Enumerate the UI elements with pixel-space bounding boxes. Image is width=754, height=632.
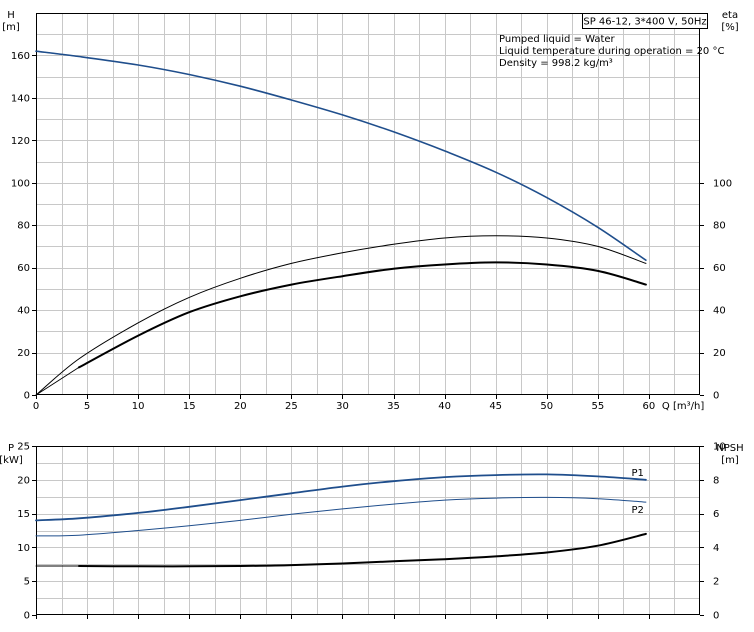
title-box	[582, 13, 708, 29]
x-tick-label: 10	[132, 401, 145, 412]
y-left-tick-label: 10	[17, 543, 30, 554]
y-left-tick-label: 120	[11, 136, 30, 147]
x-tick-label: 15	[183, 401, 196, 412]
x-tick-label: 20	[234, 401, 247, 412]
plot-frame	[36, 13, 700, 395]
plot-frame	[36, 446, 700, 615]
series-line-top-0	[35, 50, 647, 261]
x-tick-label: 25	[285, 401, 298, 412]
series-line-top-1	[35, 50, 80, 57]
y-left-tick-label: 100	[11, 178, 30, 189]
y-left-tick-label: 15	[17, 509, 30, 520]
y-right-tick-label: 0	[713, 611, 719, 622]
series-line-top-2	[35, 235, 647, 396]
y-left-tick-label: 5	[24, 577, 30, 588]
y-right-tick-label: 100	[713, 178, 732, 189]
panel-top	[32, 13, 708, 399]
x-tick-label: 45	[489, 401, 502, 412]
annotation-line: Pumped liquid = Water	[499, 34, 616, 45]
x-axis-label: Q [m³/h]	[662, 401, 704, 412]
y-right-axis-label: eta	[722, 10, 738, 21]
series-line-top-3	[77, 261, 647, 369]
y-right-tick-label: 20	[713, 348, 726, 359]
y-left-tick-label: 60	[17, 263, 30, 274]
y-right-tick-label: 0	[713, 391, 719, 402]
panel-bottom	[32, 446, 704, 619]
y-right-axis-unit: [m]	[721, 455, 739, 466]
x-tick-label: 55	[591, 401, 604, 412]
y-right-tick-label: 10	[713, 442, 726, 453]
y-left-tick-label: 140	[11, 93, 30, 104]
annotation-line: Density = 998.2 kg/m³	[499, 58, 613, 69]
y-right-tick-label: 60	[713, 263, 726, 274]
y-left-tick-label: 0	[24, 611, 30, 622]
series-line-bottom-2	[77, 532, 647, 568]
y-left-tick-label: 0	[24, 391, 30, 402]
x-tick-label: 35	[387, 401, 400, 412]
series-line-top-4	[35, 366, 80, 396]
y-left-tick-label: 160	[11, 51, 30, 62]
y-left-axis-label: H	[7, 10, 15, 21]
y-right-tick-label: 2	[713, 577, 719, 588]
y-right-tick-label: 6	[713, 509, 719, 520]
chart-title: SP 46-12, 3*400 V, 50Hz	[583, 17, 706, 28]
series-label-p2: P2	[631, 505, 643, 516]
y-right-axis-unit: [%]	[721, 22, 738, 33]
x-tick-label: 50	[540, 401, 553, 412]
y-left-axis-label: P	[8, 443, 14, 454]
y-right-tick-label: 8	[713, 475, 719, 486]
y-left-tick-label: 25	[17, 442, 30, 453]
x-tick-label: 30	[336, 401, 349, 412]
annotation-line: Liquid temperature during operation = 20…	[499, 46, 724, 57]
y-right-tick-label: 40	[713, 306, 726, 317]
y-left-tick-label: 80	[17, 221, 30, 232]
y-right-tick-label: 4	[713, 543, 719, 554]
series-line-bottom-p2	[35, 496, 647, 537]
y-left-tick-label: 20	[17, 348, 30, 359]
x-tick-label: 40	[438, 401, 451, 412]
y-right-tick-label: 80	[713, 221, 726, 232]
y-right-axis-label: NPSH	[716, 443, 743, 454]
y-left-tick-label: 40	[17, 306, 30, 317]
y-left-axis-unit: [m]	[2, 22, 20, 33]
series-line-bottom-p1	[35, 473, 647, 522]
series-label-p1: P1	[631, 468, 643, 479]
x-tick-label: 0	[33, 401, 39, 412]
y-left-axis-unit: [kW]	[0, 455, 23, 466]
y-left-tick-label: 20	[17, 475, 30, 486]
x-tick-label: 60	[643, 401, 656, 412]
x-tick-label: 5	[84, 401, 90, 412]
